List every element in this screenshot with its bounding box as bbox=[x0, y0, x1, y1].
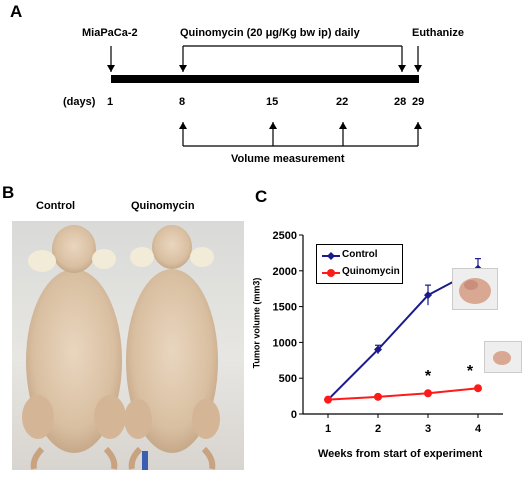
series-line-1 bbox=[327, 387, 479, 401]
data-point bbox=[424, 389, 432, 398]
y-tick-label: 2500 bbox=[273, 230, 297, 242]
day-tick-28: 28 bbox=[394, 96, 407, 108]
volume-measurement-label: Volume measurement bbox=[231, 153, 345, 165]
y-tick-label: 1000 bbox=[273, 337, 297, 349]
data-point bbox=[374, 345, 382, 354]
x-tick-label: 3 bbox=[425, 423, 431, 435]
data-point bbox=[374, 392, 382, 401]
legend-quinomycin: Quinomycin bbox=[342, 266, 400, 277]
panel-a-letter: A bbox=[10, 2, 23, 21]
x-tick-label: 1 bbox=[325, 423, 331, 435]
x-tick-label: 4 bbox=[475, 423, 482, 435]
day-tick-22: 22 bbox=[336, 96, 349, 108]
data-point bbox=[424, 291, 432, 300]
control-tumor-image bbox=[452, 268, 498, 310]
days-unit-label: (days) bbox=[63, 96, 96, 108]
significance-marker: * bbox=[467, 363, 474, 380]
panel-c-letter: C bbox=[255, 187, 268, 206]
panel-b-letter: B bbox=[2, 183, 15, 202]
tumor-volume-chart: 0 500 1000 1500 2000 2500 1 2 3 4 * * bbox=[233, 218, 528, 477]
significance-marker: * bbox=[425, 368, 432, 385]
day-tick-15: 15 bbox=[266, 96, 279, 108]
data-point bbox=[324, 395, 332, 404]
y-tick-label: 500 bbox=[279, 373, 297, 385]
cell-line-label: MiaPaCa-2 bbox=[82, 27, 138, 39]
chart-svg: 0 500 1000 1500 2000 2500 1 2 3 4 * * bbox=[273, 230, 503, 435]
y-tick-label: 1500 bbox=[273, 302, 297, 314]
quinomycin-tumor-image bbox=[484, 341, 522, 373]
quinomycin-mouse-label: Quinomycin bbox=[131, 200, 195, 212]
control-mouse bbox=[22, 225, 126, 470]
mice-photo bbox=[12, 221, 244, 470]
day-tick-8: 8 bbox=[179, 96, 186, 108]
y-axis-label: Tumor volume (mm3) bbox=[251, 277, 262, 369]
data-point bbox=[474, 384, 482, 393]
chart-legend: Control Quinomycin bbox=[316, 244, 403, 284]
y-tick-label: 0 bbox=[291, 409, 297, 421]
treatment-label: Quinomycin (20 μg/Kg bw ip) daily bbox=[180, 27, 360, 39]
day-tick-29: 29 bbox=[412, 96, 425, 108]
timeline-diagram bbox=[107, 45, 422, 147]
day-tick-1: 1 bbox=[107, 96, 114, 108]
x-axis-label: Weeks from start of experiment bbox=[318, 448, 483, 460]
x-tick-label: 2 bbox=[375, 423, 381, 435]
euthanize-label: Euthanize bbox=[412, 27, 464, 39]
legend-control: Control bbox=[342, 249, 378, 260]
y-tick-label: 2000 bbox=[273, 266, 297, 278]
quinomycin-mouse bbox=[124, 225, 220, 470]
control-mouse-label: Control bbox=[36, 200, 76, 212]
timeline-bar bbox=[111, 75, 419, 83]
